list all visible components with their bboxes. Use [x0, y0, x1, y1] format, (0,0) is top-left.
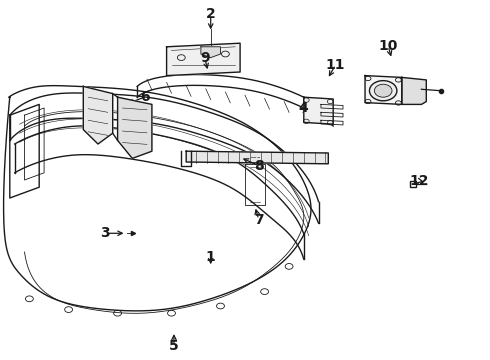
- Text: 7: 7: [254, 213, 264, 226]
- Text: 5: 5: [169, 339, 179, 353]
- Text: 2: 2: [206, 8, 216, 21]
- Text: 1: 1: [206, 251, 216, 264]
- Polygon shape: [10, 104, 39, 198]
- Text: 6: 6: [140, 90, 149, 104]
- Text: ─ ─ ─: ─ ─ ─: [250, 156, 260, 160]
- Text: 12: 12: [409, 174, 429, 188]
- Polygon shape: [186, 151, 328, 164]
- Text: 10: 10: [378, 39, 398, 53]
- Text: 8: 8: [254, 159, 264, 172]
- Text: 9: 9: [200, 51, 210, 65]
- Polygon shape: [365, 76, 402, 104]
- Polygon shape: [83, 86, 113, 144]
- Circle shape: [374, 84, 392, 97]
- Polygon shape: [304, 97, 333, 124]
- Polygon shape: [201, 47, 220, 58]
- Polygon shape: [3, 86, 311, 311]
- Text: 3: 3: [100, 226, 110, 240]
- Polygon shape: [118, 97, 152, 158]
- Polygon shape: [167, 43, 240, 76]
- Text: 11: 11: [326, 58, 345, 72]
- Circle shape: [369, 81, 397, 101]
- Text: 4: 4: [298, 101, 308, 115]
- Polygon shape: [402, 77, 426, 104]
